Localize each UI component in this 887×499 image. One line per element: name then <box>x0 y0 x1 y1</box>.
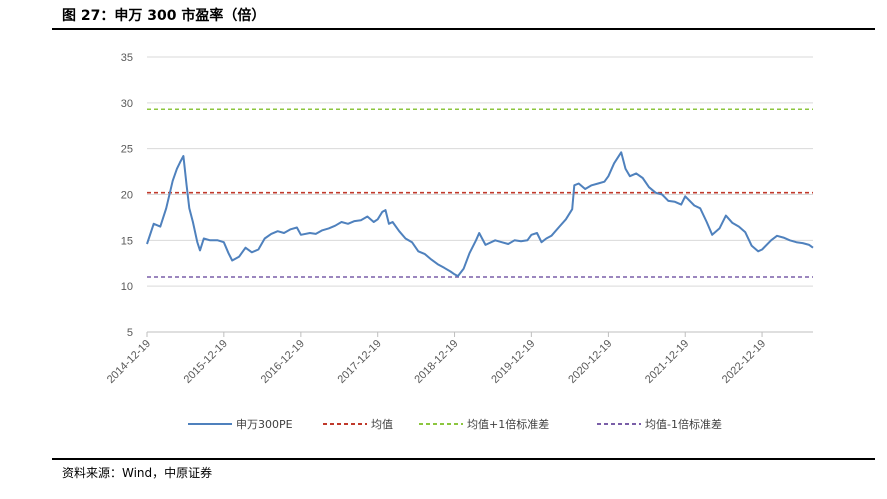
legend-label: 均值+1倍标准差 <box>467 417 549 431</box>
pe-series-line <box>146 151 814 278</box>
source-note: 资料来源：Wind，中原证券 <box>62 466 213 480</box>
pe-chart: 5 10 15 20 25 30 35 2014-12-19 2015-12-19 2016-12… <box>105 52 814 431</box>
x-tick-label: 2021-12-19 <box>643 338 691 386</box>
legend-label: 均值 <box>371 418 393 431</box>
x-tick-label: 2016-12-19 <box>259 338 307 386</box>
axis-layer: 5 10 15 20 25 30 35 2014-12-19 2015-12-19 2016-12… <box>105 52 813 386</box>
legend-label: 均值-1倍标准差 <box>645 417 722 431</box>
series-layer <box>146 151 814 278</box>
x-tick-label: 2018-12-19 <box>412 338 460 386</box>
x-tick-label: 2022-12-19 <box>720 338 768 386</box>
legend: 申万300PE 均值 均值+1倍标准差 均值-1倍标准差 <box>188 417 722 431</box>
legend-label: 申万300PE <box>236 418 293 431</box>
x-tick-label: 2014-12-19 <box>105 338 153 386</box>
reference-lines <box>147 108 813 278</box>
x-tick-label: 2015-12-19 <box>182 338 230 386</box>
x-tick-label: 2020-12-19 <box>566 338 614 386</box>
grid-layer <box>147 56 813 287</box>
bottom-rule <box>52 458 875 460</box>
y-tick-label: 15 <box>121 235 133 247</box>
y-tick-label: 10 <box>121 281 133 293</box>
x-tick-label: 2019-12-19 <box>489 338 537 386</box>
x-tick-label: 2017-12-19 <box>336 338 384 386</box>
y-tick-label: 35 <box>121 52 133 64</box>
top-rule <box>52 28 875 30</box>
figure-title: 图 27：申万 300 市盈率（倍） <box>62 8 266 24</box>
y-tick-label: 20 <box>121 190 133 202</box>
y-tick-label: 5 <box>127 327 133 339</box>
y-tick-label: 30 <box>121 98 133 110</box>
y-tick-label: 25 <box>121 144 133 156</box>
